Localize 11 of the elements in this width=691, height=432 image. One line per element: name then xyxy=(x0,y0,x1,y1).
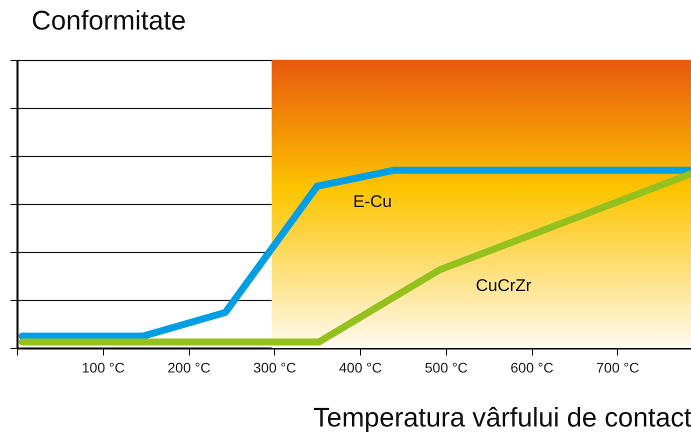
x-axis-title: Temperatura vârfului de contact xyxy=(313,402,691,432)
series-label: CuCrZr xyxy=(476,276,532,295)
x-tick-label: 600 °C xyxy=(510,360,554,376)
chart-title: Conformitate xyxy=(32,6,186,36)
x-tick-label: 500 °C xyxy=(424,360,468,376)
x-tick-label: 300 °C xyxy=(253,360,296,376)
series-label: E-Cu xyxy=(353,192,392,212)
x-tick-label: 200 °C xyxy=(168,360,210,376)
x-tick-label: 700 °C xyxy=(596,360,640,376)
x-tick-label: 400 °C xyxy=(339,360,382,376)
x-tick-label: 100 °C xyxy=(82,360,125,376)
